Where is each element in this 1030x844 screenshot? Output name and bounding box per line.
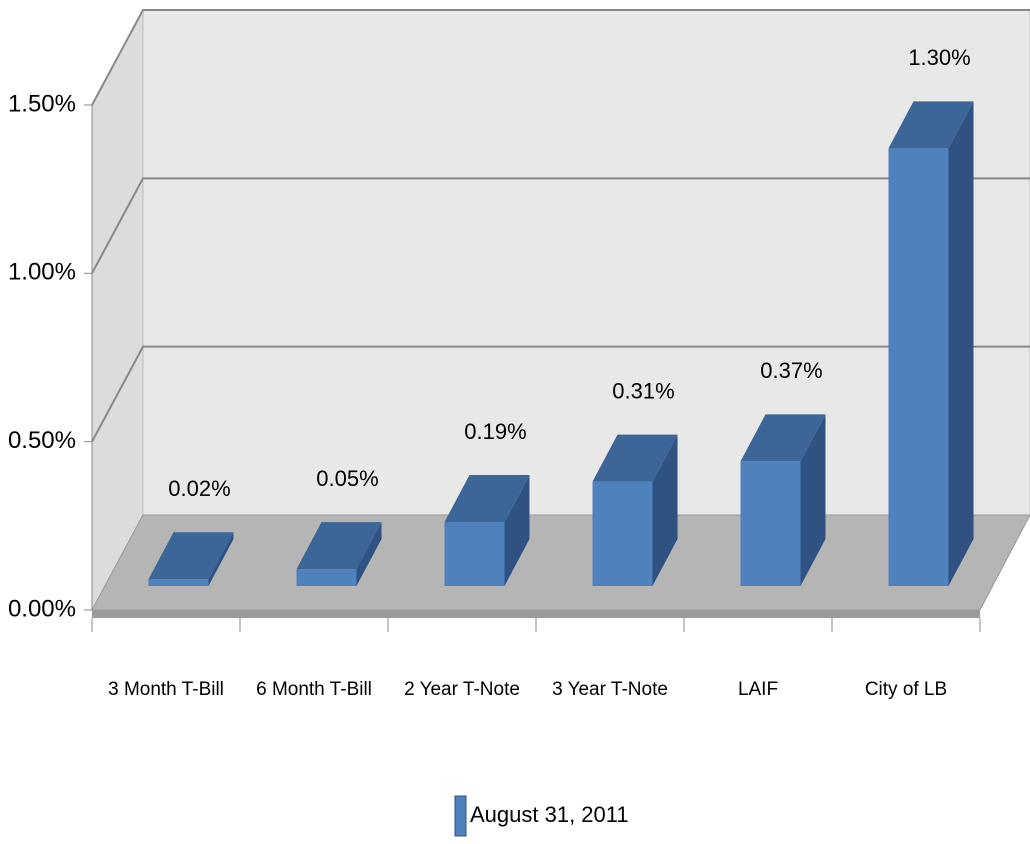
legend-label: August 31, 2011 [470,802,629,827]
bar [592,481,653,586]
value-label: 0.31% [612,378,674,403]
bar-side [504,475,530,586]
x-tick-label: 3 Year T-Note [552,679,668,700]
legend-swatch [454,795,467,837]
bar-top [444,475,530,523]
side-wall [91,9,144,611]
y-tick-label: 1.50% [8,90,76,117]
bar-top [888,101,974,149]
bar-top [296,522,382,570]
bar-side [208,532,234,586]
bar-top [592,434,678,482]
bar-side [948,101,974,586]
bar [444,522,505,586]
y-tick-label: 0.00% [8,595,76,622]
bar-side [652,434,678,586]
x-tick-label: LAIF [738,679,778,700]
value-label: 0.05% [316,466,378,491]
bar-side [800,414,826,586]
x-tick-label: City of LB [865,679,947,700]
grid-line [91,9,1030,106]
bar [148,579,209,586]
grid-line [91,177,1030,274]
bar-top [740,414,826,462]
x-tick-label: 3 Month T-Bill [108,679,224,700]
bar [740,461,801,586]
y-tick-label: 0.50% [8,427,76,454]
bar [888,148,949,587]
bar-side [356,522,382,586]
value-label: 0.19% [464,419,526,444]
value-label: 0.02% [168,476,230,501]
x-tick-label: 6 Month T-Bill [256,679,372,700]
bar [296,569,357,586]
grid-line [91,345,1030,443]
value-label: 1.30% [908,45,970,70]
x-tick-label: 2 Year T-Note [404,679,520,700]
bar-top [148,532,234,580]
floor-edge [92,610,980,618]
value-label: 0.37% [760,358,822,383]
y-tick-label: 1.00% [8,259,76,286]
